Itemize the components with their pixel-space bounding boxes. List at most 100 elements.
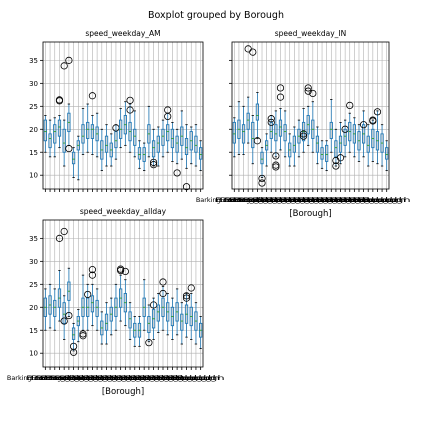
- flier-point: [369, 116, 377, 124]
- box-7: [265, 133, 269, 167]
- x-tick-label-overlap: Borough: [35, 374, 83, 382]
- x-tick-label-overlap: Borough: [158, 374, 206, 382]
- x-tick-label-overlap: Borough: [92, 374, 140, 382]
- x-tick-label-overlap: Borough: [106, 374, 154, 382]
- x-tick-label-overlap: Borough: [270, 196, 318, 204]
- box-11: [283, 110, 287, 158]
- flier-point: [55, 96, 64, 104]
- box-iqr: [334, 140, 338, 158]
- x-tick-label-overlap: Borough: [293, 196, 341, 204]
- flier-point: [272, 163, 280, 171]
- box-27: [170, 297, 175, 340]
- box-8: [79, 274, 87, 340]
- panel-2: 10 15 20 25 30 35 speed_weekday_allday Barking …: [7, 207, 225, 397]
- box-iqr: [278, 119, 283, 137]
- box-13: [292, 126, 296, 167]
- box-iqr: [325, 144, 329, 162]
- box-iqr: [71, 327, 76, 340]
- box-30: [182, 124, 191, 191]
- flier-point: [272, 161, 280, 169]
- box-10: [276, 84, 285, 151]
- box-iqr: [338, 135, 343, 153]
- box-iqr: [292, 135, 296, 153]
- box-iqr: [81, 124, 85, 144]
- x-tick-label: Barking and Dagenham: [7, 374, 84, 382]
- box-0: [232, 117, 236, 158]
- box-9: [84, 283, 92, 331]
- flier-point: [299, 132, 308, 140]
- y-tick-label: 10: [29, 172, 38, 180]
- x-tick-label-overlap: Borough: [111, 374, 159, 382]
- y-tick-label: 25: [29, 103, 38, 111]
- box-23: [336, 121, 345, 165]
- box-11: [95, 288, 99, 331]
- box-iqr: [53, 299, 57, 317]
- box-iqr: [385, 147, 389, 160]
- flier-point: [65, 144, 73, 153]
- box-iqr: [137, 147, 142, 160]
- box-iqr: [180, 313, 184, 331]
- flier-point: [88, 92, 97, 100]
- box-20: [137, 316, 142, 347]
- flier-point: [360, 121, 368, 129]
- box-iqr: [128, 311, 132, 329]
- box-23: [149, 128, 158, 169]
- box-iqr: [156, 304, 160, 322]
- box-30: [182, 292, 191, 338]
- x-tick-label-overlap: Borough: [64, 374, 112, 382]
- x-tick-label-overlap: Borough: [120, 374, 168, 382]
- box-iqr: [90, 124, 95, 139]
- box-10: [88, 266, 97, 327]
- x-tick-label-overlap: Borough: [68, 374, 116, 382]
- box-33: [199, 316, 203, 350]
- box-1: [48, 119, 52, 158]
- box-5: [65, 56, 73, 153]
- box-iqr: [62, 128, 66, 153]
- box-iqr: [199, 147, 203, 160]
- box-iqr: [269, 121, 273, 139]
- box-iqr: [241, 124, 246, 144]
- x-tick-label-overlap: Borough: [115, 374, 163, 382]
- box-1: [237, 101, 241, 155]
- x-tick-label-overlap: Borough: [330, 196, 378, 204]
- axes-frame: [42, 41, 204, 190]
- y-tick-label: 20: [29, 304, 38, 312]
- x-tick-label-overlap: Borough: [215, 196, 263, 204]
- x-axis-label: [Borough]: [289, 209, 331, 219]
- box-13: [104, 124, 109, 167]
- x-axis-label: [Borough]: [102, 387, 144, 397]
- x-tick-label-overlap: Borough: [167, 374, 215, 382]
- flier-point: [304, 87, 312, 95]
- x-tick-label-overlap: Borough: [312, 196, 360, 204]
- flier-point: [272, 152, 280, 160]
- box-14: [109, 133, 113, 167]
- x-tick-label-overlap: Borough: [101, 374, 149, 382]
- box-iqr: [232, 121, 236, 144]
- x-tick-label-overlap: Borough: [125, 374, 173, 382]
- x-tick-label-overlap: Borough: [26, 374, 74, 382]
- flier-point: [126, 96, 134, 104]
- box-iqr: [71, 151, 76, 165]
- flier-point: [164, 112, 172, 121]
- flier-point: [126, 106, 134, 114]
- box-0: [43, 288, 47, 331]
- box-iqr: [260, 151, 264, 165]
- panel-title: speed_weekday_allday: [80, 207, 167, 216]
- flier-point: [117, 266, 125, 275]
- x-tick-label-overlap: Borough: [266, 196, 314, 204]
- box-iqr: [53, 124, 57, 144]
- x-tick-label-overlap: Borough: [229, 196, 277, 204]
- flier-point: [249, 48, 257, 56]
- x-tick-label-overlap: Borough: [340, 196, 388, 204]
- box-22: [147, 105, 151, 158]
- box-13: [104, 302, 109, 345]
- panel-title: speed_weekday_IN: [275, 29, 346, 38]
- x-tick-label-overlap: Borough: [303, 196, 351, 204]
- box-8: [81, 108, 85, 155]
- box-5: [253, 92, 261, 145]
- box-16: [304, 84, 312, 146]
- box-iqr: [104, 135, 109, 153]
- box-16: [119, 108, 123, 149]
- box-6: [258, 147, 266, 187]
- x-tick-label-overlap: Borough: [40, 374, 88, 382]
